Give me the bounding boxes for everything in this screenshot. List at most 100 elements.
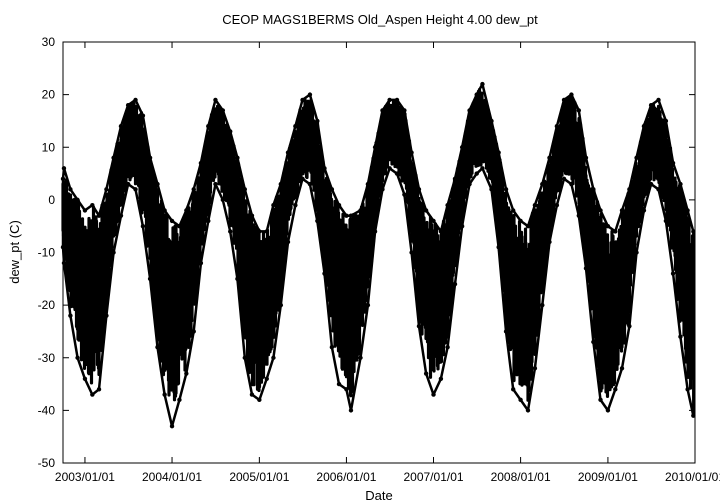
data-point-min bbox=[685, 387, 690, 392]
data-point-max bbox=[605, 223, 611, 229]
data-point-max bbox=[554, 124, 560, 129]
data-point-max bbox=[278, 181, 284, 187]
y-tick-label: 0 bbox=[48, 193, 55, 207]
data-point-max bbox=[213, 97, 218, 103]
data-point-max bbox=[177, 223, 182, 229]
data-point-min bbox=[518, 397, 523, 403]
data-point-max bbox=[670, 160, 676, 166]
data-point-max bbox=[409, 150, 414, 155]
data-point-min bbox=[213, 181, 218, 187]
data-point-max bbox=[532, 202, 538, 208]
data-point-min bbox=[380, 187, 385, 192]
data-point-max bbox=[416, 187, 422, 192]
data-point-max bbox=[257, 229, 262, 234]
data-point-max bbox=[691, 229, 696, 234]
data-point-min bbox=[554, 202, 560, 208]
data-point-max bbox=[641, 124, 647, 129]
data-point-max bbox=[540, 181, 545, 187]
x-tick-label: 2009/01/01 bbox=[578, 470, 638, 484]
data-point-max bbox=[648, 102, 654, 108]
data-point-max bbox=[525, 223, 531, 229]
data-point-min bbox=[365, 302, 371, 308]
data-point-min bbox=[162, 392, 167, 397]
data-point-min bbox=[641, 208, 647, 213]
data-point-max bbox=[387, 97, 392, 103]
data-point-min bbox=[169, 423, 175, 429]
data-point-min bbox=[358, 355, 363, 360]
data-point-max bbox=[220, 108, 226, 113]
data-point-min bbox=[569, 181, 574, 187]
data-point-min bbox=[242, 355, 247, 360]
data-point-max bbox=[547, 155, 552, 160]
data-point-min bbox=[613, 387, 618, 392]
data-point-max bbox=[300, 97, 305, 103]
data-point-max bbox=[503, 187, 509, 192]
data-point-max bbox=[307, 92, 313, 97]
data-point-min bbox=[198, 260, 204, 266]
data-point-min bbox=[206, 218, 211, 224]
data-point-max bbox=[358, 208, 363, 213]
data-point-min bbox=[678, 334, 683, 339]
data-point-max bbox=[104, 187, 109, 192]
data-point-min bbox=[177, 397, 182, 403]
data-point-min bbox=[598, 397, 603, 403]
data-point-min bbox=[372, 229, 378, 234]
data-point-min bbox=[496, 245, 501, 250]
ticks-layer: -50 -40 -30 -20 -10 0 10 20 30 2003/01/01 2004/01/… bbox=[38, 35, 720, 484]
data-point-min bbox=[583, 266, 589, 271]
x-tick-label: 2008/01/01 bbox=[491, 470, 551, 484]
data-point-min bbox=[467, 181, 472, 187]
data-point-min bbox=[329, 345, 335, 350]
data-point-max bbox=[184, 208, 189, 213]
data-point-min bbox=[648, 181, 654, 187]
data-point-max bbox=[627, 187, 632, 192]
data-point-max bbox=[431, 218, 436, 224]
data-point-min bbox=[184, 371, 189, 376]
data-point-max bbox=[82, 208, 88, 213]
data-point-min bbox=[387, 166, 392, 171]
data-point-min bbox=[445, 345, 450, 350]
data-point-max bbox=[329, 187, 335, 192]
y-tick-label: -50 bbox=[38, 456, 56, 470]
x-tick-label: 2004/01/01 bbox=[142, 470, 202, 484]
data-point-max bbox=[96, 213, 102, 218]
data-point-min bbox=[111, 250, 116, 255]
data-point-max bbox=[336, 202, 342, 208]
data-point-max bbox=[423, 208, 429, 213]
data-point-max bbox=[293, 124, 298, 129]
x-tick-label: 2007/01/01 bbox=[403, 470, 463, 484]
data-point-min bbox=[532, 366, 538, 371]
data-point-min bbox=[315, 218, 320, 224]
data-point-max bbox=[264, 229, 269, 234]
x-tick-label: 2006/01/01 bbox=[316, 470, 376, 484]
data-point-max bbox=[315, 118, 320, 124]
x-tick-label: 2005/01/01 bbox=[229, 470, 289, 484]
data-point-min bbox=[489, 187, 494, 192]
data-point-max bbox=[133, 97, 138, 103]
data-point-max bbox=[656, 97, 661, 103]
data-point-max bbox=[61, 166, 67, 171]
data-point-min bbox=[663, 218, 669, 224]
data-point-max bbox=[613, 229, 618, 234]
data-point-max bbox=[155, 181, 160, 187]
data-point-max bbox=[125, 102, 131, 108]
data-point-max bbox=[496, 150, 501, 155]
data-point-min bbox=[503, 329, 509, 334]
data-point-min bbox=[627, 323, 632, 329]
data-point-min bbox=[322, 271, 327, 276]
y-tick-label: -10 bbox=[38, 246, 56, 260]
data-point-max bbox=[228, 129, 233, 134]
data-point-max bbox=[75, 197, 80, 203]
data-point-max bbox=[365, 181, 371, 187]
data-point-min bbox=[191, 329, 196, 334]
data-point-max bbox=[118, 124, 124, 129]
data-point-min bbox=[285, 239, 291, 245]
data-point-min bbox=[96, 387, 102, 392]
data-point-max bbox=[111, 155, 116, 160]
data-point-min bbox=[68, 313, 73, 318]
data-point-min bbox=[147, 276, 153, 282]
data-point-min bbox=[474, 171, 479, 176]
data-point-max bbox=[678, 181, 683, 187]
y-tick-label: -20 bbox=[38, 298, 56, 312]
data-point-min bbox=[307, 181, 313, 187]
